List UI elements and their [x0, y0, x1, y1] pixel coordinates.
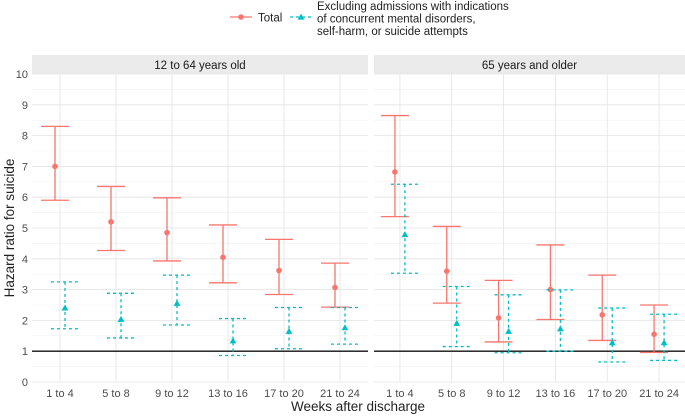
point-excluding	[229, 337, 237, 344]
y-tick-label: 4	[22, 254, 28, 266]
point-excluding	[341, 324, 349, 331]
point-excluding	[505, 327, 512, 334]
y-tick-label: 10	[16, 69, 28, 81]
point-excluding	[117, 315, 125, 322]
y-tick-label: 7	[22, 161, 28, 173]
y-tick-label: 0	[22, 377, 28, 389]
legend-total-label: Total	[258, 13, 282, 25]
y-tick-label: 2	[22, 315, 28, 327]
point-total	[332, 284, 338, 291]
legend-excluding-marker	[297, 13, 305, 20]
x-tick-label: 21 to 24	[639, 388, 679, 400]
panel-title: 65 years and older	[482, 60, 577, 72]
x-tick-label: 9 to 12	[155, 388, 189, 400]
y-tick-label: 9	[22, 100, 28, 112]
point-total	[547, 286, 554, 293]
x-tick-label: 1 to 4	[46, 388, 74, 400]
x-tick-label: 17 to 20	[587, 388, 627, 400]
x-tick-label: 13 to 16	[536, 388, 576, 400]
point-excluding	[660, 339, 668, 346]
y-tick-label: 8	[22, 131, 28, 143]
x-tick-label: 5 to 8	[102, 388, 130, 400]
point-excluding	[453, 319, 461, 326]
point-total	[52, 163, 58, 170]
y-tick-label: 5	[22, 223, 28, 235]
x-tick-label: 1 to 4	[386, 388, 414, 400]
legend-excluding-label-line: Excluding admissions with indications	[317, 1, 509, 13]
legend-total-marker	[238, 14, 244, 20]
y-tick-label: 6	[22, 192, 28, 204]
point-total	[108, 219, 114, 225]
x-tick-label: 5 to 8	[438, 388, 466, 400]
legend-excluding-label-line: of concurrent mental disorders,	[317, 14, 476, 26]
point-excluding	[61, 304, 69, 311]
legend-excluding-label-line: self-harm, or suicide attempts	[317, 26, 468, 38]
y-axis-title: Hazard ratio for suicide	[2, 159, 17, 298]
point-excluding	[608, 339, 616, 346]
point-total	[392, 169, 398, 175]
point-excluding	[557, 325, 564, 332]
point-total	[495, 315, 502, 321]
x-tick-label: 17 to 20	[264, 388, 304, 400]
point-excluding	[401, 231, 409, 238]
panel-strip	[374, 55, 685, 74]
panel-strip	[32, 55, 368, 74]
x-tick-label: 21 to 24	[320, 388, 360, 400]
point-total	[651, 331, 657, 338]
y-tick-label: 3	[22, 285, 28, 297]
point-excluding	[173, 299, 181, 306]
y-tick-label: 1	[22, 346, 28, 358]
panel-title: 12 to 64 years old	[154, 60, 245, 72]
point-total	[443, 268, 450, 274]
x-axis-title: Weeks after discharge	[291, 399, 425, 414]
x-tick-label: 9 to 12	[487, 388, 521, 400]
point-total	[164, 229, 170, 236]
point-total	[599, 312, 606, 318]
x-tick-label: 13 to 16	[208, 388, 248, 400]
point-total	[220, 254, 226, 261]
point-total	[276, 267, 282, 274]
point-excluding	[285, 327, 293, 334]
